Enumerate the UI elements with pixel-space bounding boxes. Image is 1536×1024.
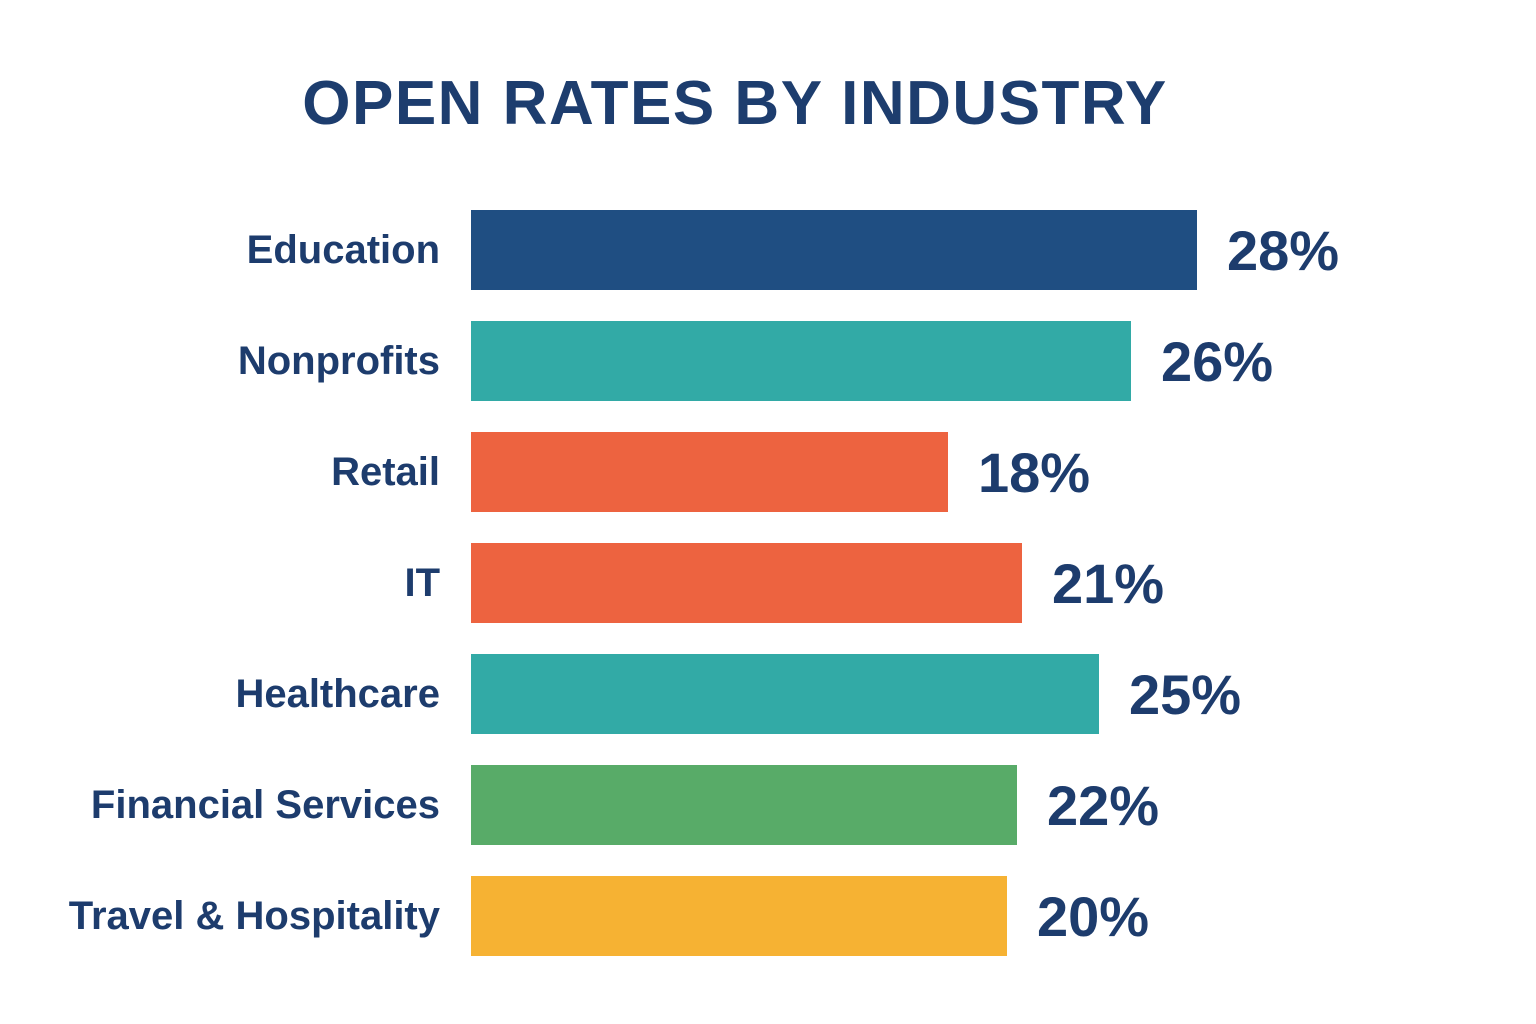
bar-nonprofits <box>471 321 1131 401</box>
chart-row-retail: Retail 18% <box>0 432 1536 512</box>
category-label-it: IT <box>404 560 440 605</box>
value-label-nonprofits: 26% <box>1161 329 1274 393</box>
category-label-nonprofits: Nonprofits <box>237 338 440 383</box>
bar-retail <box>471 432 948 512</box>
value-label-retail: 18% <box>978 440 1091 504</box>
category-label-travel-hospitality: Travel & Hospitality <box>68 893 440 938</box>
value-label-education: 28% <box>1227 218 1340 282</box>
chart-row-it: IT 21% <box>0 543 1536 623</box>
chart-row-financial-services: Financial Services 22% <box>0 765 1536 845</box>
category-label-retail: Retail <box>331 449 440 494</box>
value-label-healthcare: 25% <box>1129 662 1242 726</box>
value-label-financial-services: 22% <box>1047 773 1160 837</box>
bar-financial-services <box>471 765 1017 845</box>
category-label-financial-services: Financial Services <box>90 782 440 827</box>
bar-healthcare <box>471 654 1099 734</box>
chart-row-travel-hospitality: Travel & Hospitality 20% <box>0 876 1536 956</box>
bar-education <box>471 210 1197 290</box>
chart-row-healthcare: Healthcare 25% <box>0 654 1536 734</box>
value-label-it: 21% <box>1052 551 1165 615</box>
category-label-education: Education <box>246 227 440 272</box>
chart-title: OPEN RATES BY INDUSTRY <box>302 69 1168 138</box>
chart-row-nonprofits: Nonprofits 26% <box>0 321 1536 401</box>
bar-travel-hospitality <box>471 876 1007 956</box>
value-label-travel-hospitality: 20% <box>1037 884 1150 948</box>
bar-it <box>471 543 1022 623</box>
chart-row-education: Education 28% <box>0 210 1536 290</box>
bar-rows: Education 28% Nonprofits 26% Retail 18% IT 21% H… <box>0 210 1536 956</box>
category-label-healthcare: Healthcare <box>235 671 440 716</box>
